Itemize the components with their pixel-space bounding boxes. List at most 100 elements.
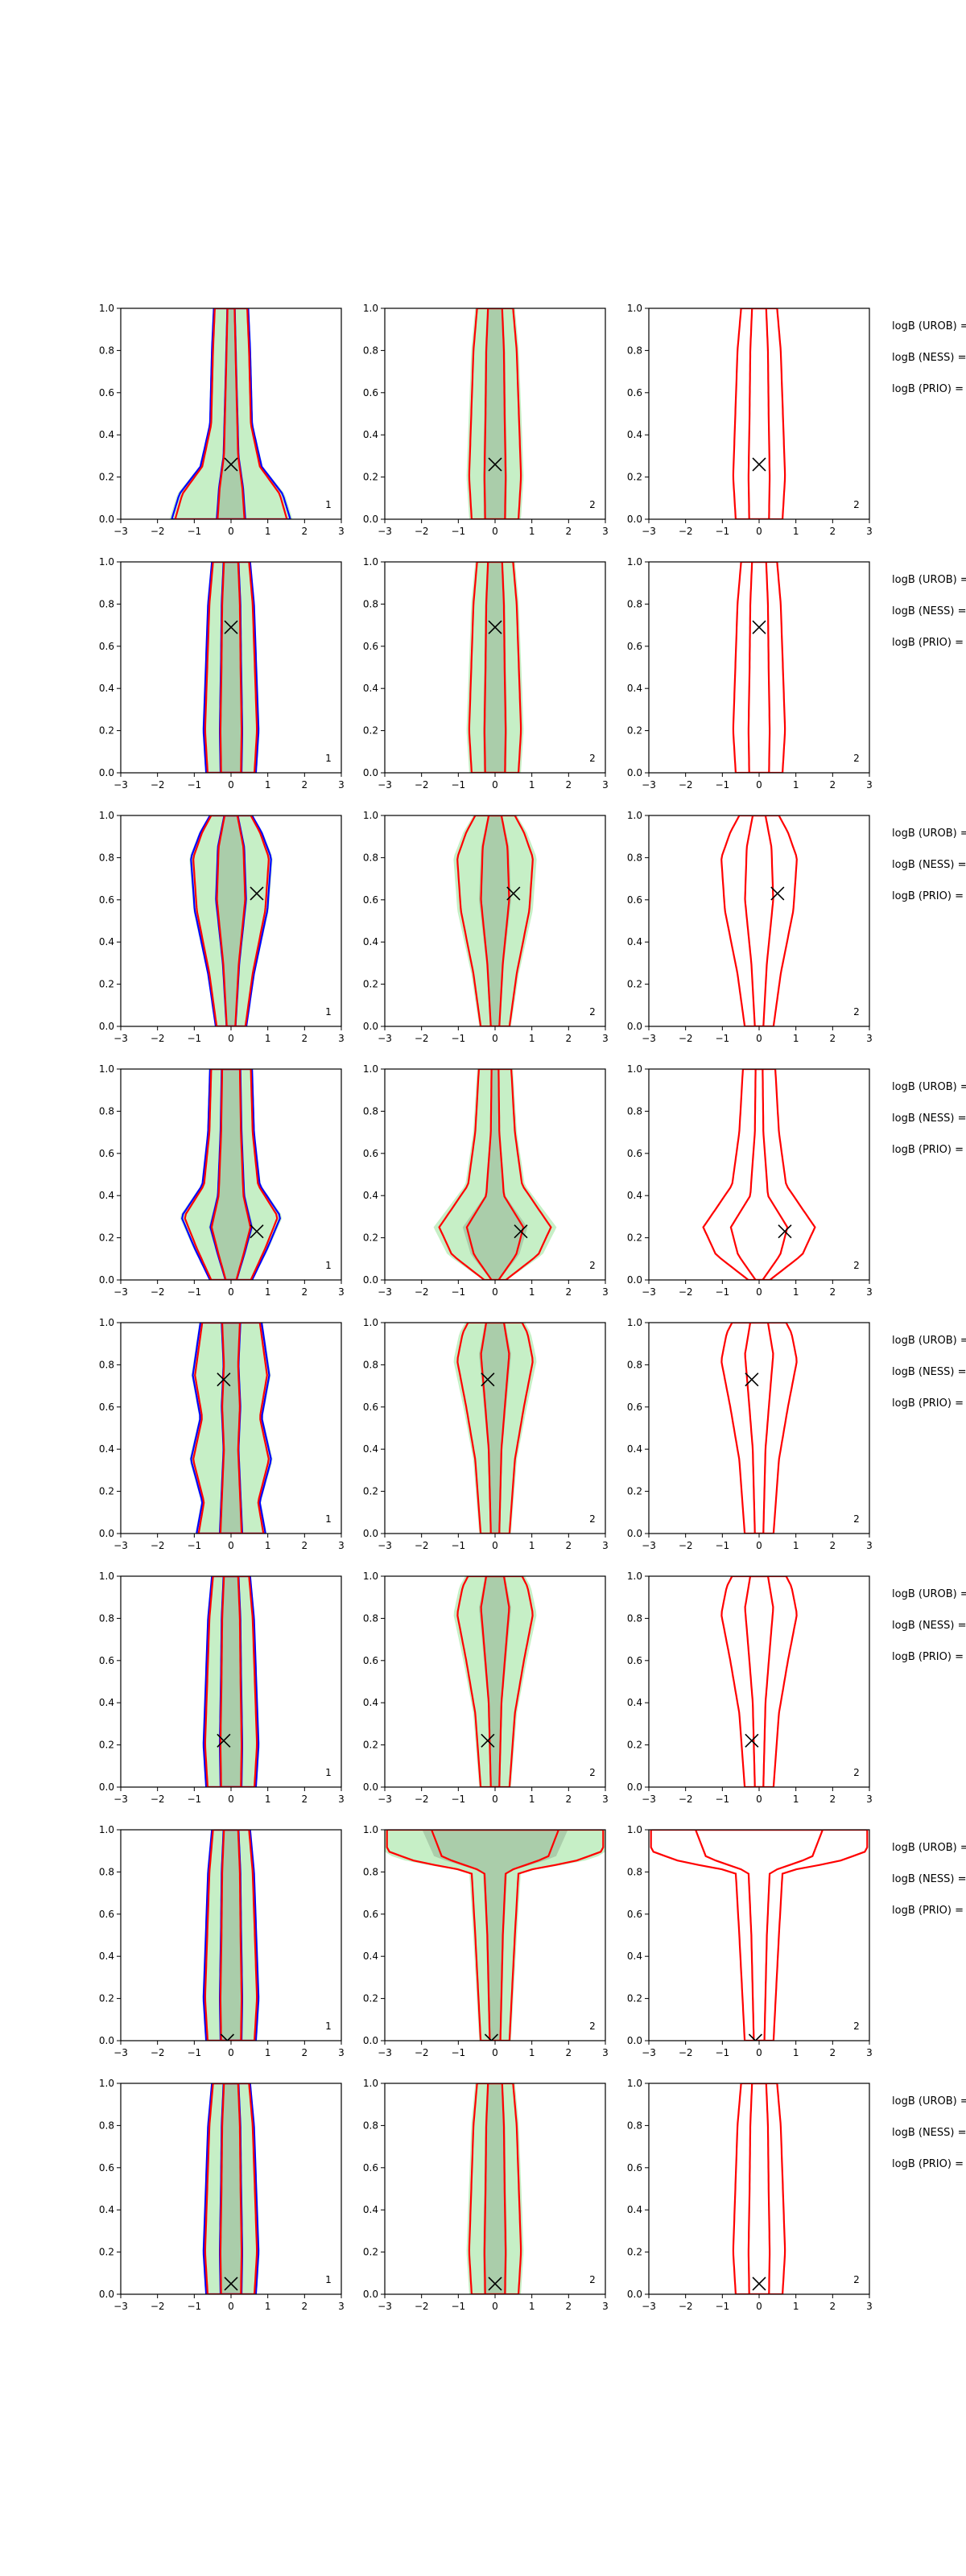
ness-contour-inner: [480, 815, 510, 1026]
y-tick-label: 0.6: [99, 1402, 114, 1413]
ness-contour-outer: [456, 1576, 534, 1787]
y-tick-label: 0.8: [363, 1359, 378, 1370]
y-tick-label: 0.8: [363, 598, 378, 609]
y-tick-label: 0.0: [627, 1528, 642, 1539]
y-tick-label: 0.2: [627, 1740, 642, 1751]
x-tick-label: 1: [793, 526, 799, 537]
urob-contour-outer: [171, 308, 291, 519]
y-tick-label: 0.6: [99, 641, 114, 652]
y-tick-label: 0.2: [363, 979, 378, 990]
x-tick-label: 0: [492, 1540, 498, 1551]
x-tick-label: −1: [451, 2301, 465, 2312]
y-tick-label: 0.4: [363, 1443, 378, 1455]
y-tick-label: 0.4: [627, 1443, 642, 1455]
truth-marker: [224, 2277, 238, 2291]
x-tick-label: −3: [114, 779, 128, 791]
y-tick-label: 0.2: [363, 2247, 378, 2258]
ness-contour-outer: [650, 1830, 869, 2041]
density-fill-inner: [478, 815, 512, 1026]
y-tick-label: 0.2: [99, 472, 114, 483]
truth-marker: [745, 1733, 759, 1748]
logb-label: logB (NESS) =: [892, 859, 966, 871]
panel-r4-c1: −3 −2 −1 0 1 2 3 0.0 0.2 0.4 0.6 0.8 1.0 1: [99, 1063, 345, 1298]
corner-label: 2: [589, 1260, 596, 1271]
x-tick-label: 3: [602, 779, 609, 791]
y-tick-label: 0.0: [627, 1274, 642, 1286]
y-tick-label: 0.8: [99, 598, 114, 609]
x-tick-label: −2: [415, 779, 429, 791]
row-3: −3 −2 −1 0 1 2 3 0.0 0.2 0.4 0.6 0.8 1.0 1 −3 −2 −1 0 1 2 3 0…: [99, 810, 966, 1044]
x-tick-label: 0: [492, 1794, 498, 1805]
density-fill-inner: [218, 1323, 244, 1534]
y-tick-label: 0.0: [99, 2289, 114, 2300]
x-tick-label: 0: [228, 2047, 234, 2058]
y-tick-label: 0.2: [363, 1232, 378, 1244]
plot-area: [732, 308, 786, 519]
x-tick-label: −2: [679, 2047, 693, 2058]
x-tick-label: 0: [756, 1033, 762, 1044]
ness-contour-outer: [468, 2083, 522, 2294]
plot-area: [453, 815, 537, 1026]
x-tick-label: 3: [602, 1286, 609, 1298]
corner-label: 2: [589, 2274, 596, 2285]
x-tick-label: 2: [566, 1033, 572, 1044]
y-tick-label: 1.0: [363, 2078, 378, 2089]
truth-marker: [217, 1373, 231, 1387]
density-fill-inner: [219, 1576, 243, 1787]
y-tick-label: 0.0: [627, 514, 642, 525]
x-tick-label: 2: [830, 1286, 836, 1298]
panel-r6-c3: −3 −2 −1 0 1 2 3 0.0 0.2 0.4 0.6 0.8 1.0 2: [627, 1571, 873, 1805]
y-tick-label: 0.0: [363, 514, 378, 525]
x-tick-label: −2: [679, 526, 693, 537]
ness-contour-inner: [747, 2083, 771, 2294]
x-tick-label: 0: [492, 779, 498, 791]
y-tick-label: 0.4: [99, 2204, 114, 2215]
corner-label: 1: [325, 1260, 332, 1271]
x-tick-label: −1: [187, 526, 201, 537]
x-tick-label: 1: [265, 1286, 271, 1298]
x-tick-label: −2: [415, 2301, 429, 2312]
y-tick-label: 0.8: [363, 2120, 378, 2131]
y-tick-label: 0.6: [627, 387, 642, 398]
logb-label: logB (NESS) =: [892, 352, 966, 364]
logb-label: logB (PRIO) =: [892, 1397, 964, 1410]
x-tick-label: 3: [602, 1794, 609, 1805]
panel-r1-c2: −3 −2 −1 0 1 2 3 0.0 0.2 0.4 0.6 0.8 1.0 2: [363, 303, 609, 537]
density-fill-inner: [483, 562, 507, 773]
y-tick-label: 0.6: [627, 894, 642, 906]
plot-area: [202, 1830, 260, 2041]
x-tick-label: −2: [415, 1540, 429, 1551]
truth-marker: [488, 2277, 502, 2291]
panel-r8-c3: −3 −2 −1 0 1 2 3 0.0 0.2 0.4 0.6 0.8 1.0 2: [627, 2078, 873, 2312]
panel-r6-c1: −3 −2 −1 0 1 2 3 0.0 0.2 0.4 0.6 0.8 1.0 1: [99, 1571, 345, 1805]
row-1: −3 −2 −1 0 1 2 3 0.0 0.2 0.4 0.6 0.8 1.0 1 −3 −2 −1 0 1 2 3 0…: [99, 303, 966, 537]
x-tick-label: 1: [265, 1794, 271, 1805]
x-tick-label: 1: [793, 1286, 799, 1298]
x-tick-label: 2: [830, 1794, 836, 1805]
truth-marker: [220, 2033, 234, 2041]
y-tick-label: 1.0: [363, 303, 378, 314]
x-tick-label: 2: [830, 526, 836, 537]
x-tick-label: 0: [228, 526, 234, 537]
y-tick-label: 0.6: [99, 387, 114, 398]
x-tick-label: −1: [187, 2301, 201, 2312]
x-tick-label: 3: [866, 779, 873, 791]
y-tick-label: 0.8: [99, 1105, 114, 1117]
y-tick-label: 0.8: [99, 852, 114, 863]
x-tick-label: −1: [187, 1033, 201, 1044]
x-tick-label: −2: [151, 1033, 165, 1044]
logb-label: logB (PRIO) =: [892, 1651, 964, 1663]
ness-contour-outer: [456, 1323, 534, 1534]
x-tick-label: 1: [793, 2301, 799, 2312]
y-tick-label: 0.4: [627, 429, 642, 440]
x-tick-label: −3: [642, 2047, 656, 2058]
x-tick-label: 2: [566, 2047, 572, 2058]
y-tick-label: 0.2: [363, 1486, 378, 1497]
urob-contour-outer: [202, 1830, 260, 2041]
logb-label: logB (NESS) =: [892, 2127, 966, 2139]
ness-contour-outer: [720, 1323, 798, 1534]
x-tick-label: −3: [378, 779, 392, 791]
plot-area: [189, 1323, 273, 1534]
ness-contour-inner: [219, 1576, 243, 1787]
